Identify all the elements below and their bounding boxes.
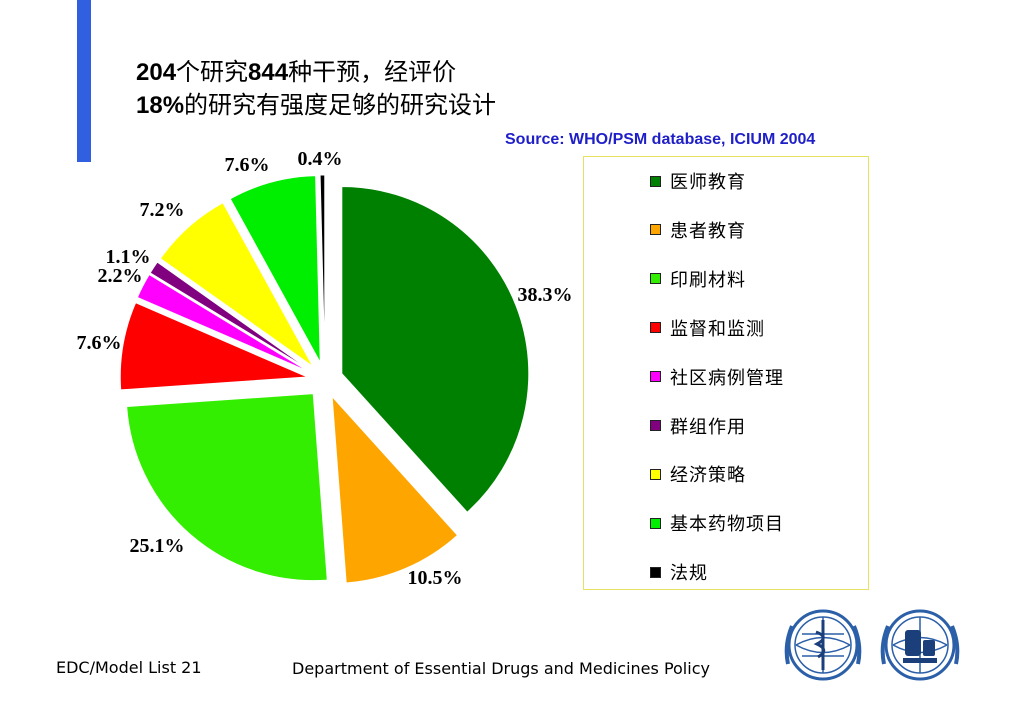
title-number-studies: 204 [136,59,177,86]
legend-swatch [650,566,661,578]
legend-swatch [650,517,661,529]
title-text-interventions: 种干预，经评价 [288,58,457,86]
pie-slice [126,393,328,582]
pie-slice [119,302,308,391]
title-text-studies: 个研究 [176,58,249,86]
legend-label: 印刷材料 [670,269,746,291]
title-text-design: 的研究有强度足够的研究设计 [184,91,497,119]
legend-item: 法规 [650,561,708,585]
pie-slice [331,395,459,584]
pie-slice [136,273,310,373]
legend-swatch [650,420,661,431]
legend-item: 印刷材料 [650,268,746,291]
legend-item: 患者教育 [650,219,746,242]
slide-title: 204个研究844种干预，经评价 18%的研究有强度足够的研究设计 [136,56,496,122]
slice-value-label: 2.2% [98,265,143,287]
title-line-1: 204个研究844种干预，经评价 [136,56,496,89]
legend-swatch [650,175,661,187]
legend-label: 患者教育 [670,220,746,242]
legend-swatch [650,322,661,334]
legend-label: 监督和监测 [670,318,765,340]
pie-slice [319,174,326,363]
slice-value-label: 7.6% [77,332,122,354]
legend-label: 法规 [670,563,708,585]
source-citation: Source: WHO/PSM database, ICIUM 2004 [505,131,816,148]
who-emblem-icon [784,609,862,681]
legend-swatch [650,468,661,480]
title-number-interventions: 844 [248,59,289,86]
pie-slice [149,261,311,371]
pie-slice [341,186,530,513]
pie-slice [229,175,321,363]
legend-item: 监督和监测 [650,317,765,340]
legend-swatch [650,273,661,285]
legend-item: 经济策略 [650,463,746,487]
slice-value-label: 25.1% [130,535,185,557]
legend-swatch [650,224,661,236]
pie-slice [159,202,314,367]
title-percent: 18% [136,92,185,119]
slice-value-label: 0.4% [298,148,343,170]
legend-swatch [650,371,661,383]
legend-label: 社区病例管理 [670,367,784,389]
footer-department: Department of Essential Drugs and Medici… [292,659,710,678]
legend-item: 群组作用 [650,415,746,438]
legend-box [583,156,869,590]
slice-value-label: 38.3% [518,284,573,306]
legend-label: 经济策略 [670,465,746,487]
footer-slide-id: EDC/Model List 21 [56,658,202,677]
legend-item: 社区病例管理 [650,366,784,389]
slice-value-label: 7.2% [140,199,185,221]
slice-value-label: 1.1% [106,246,151,268]
who-medicines-emblem-icon [880,609,960,681]
legend-label: 医师教育 [670,172,746,193]
slice-value-label: 7.6% [225,154,270,176]
legend-label: 基本药物项目 [670,514,784,536]
legend-item: 基本药物项目 [650,512,784,536]
legend-item: 医师教育 [650,170,746,193]
title-line-2: 18%的研究有强度足够的研究设计 [136,89,496,122]
legend-label: 群组作用 [670,416,746,438]
accent-bar [77,0,91,162]
slice-value-label: 10.5% [408,567,463,589]
